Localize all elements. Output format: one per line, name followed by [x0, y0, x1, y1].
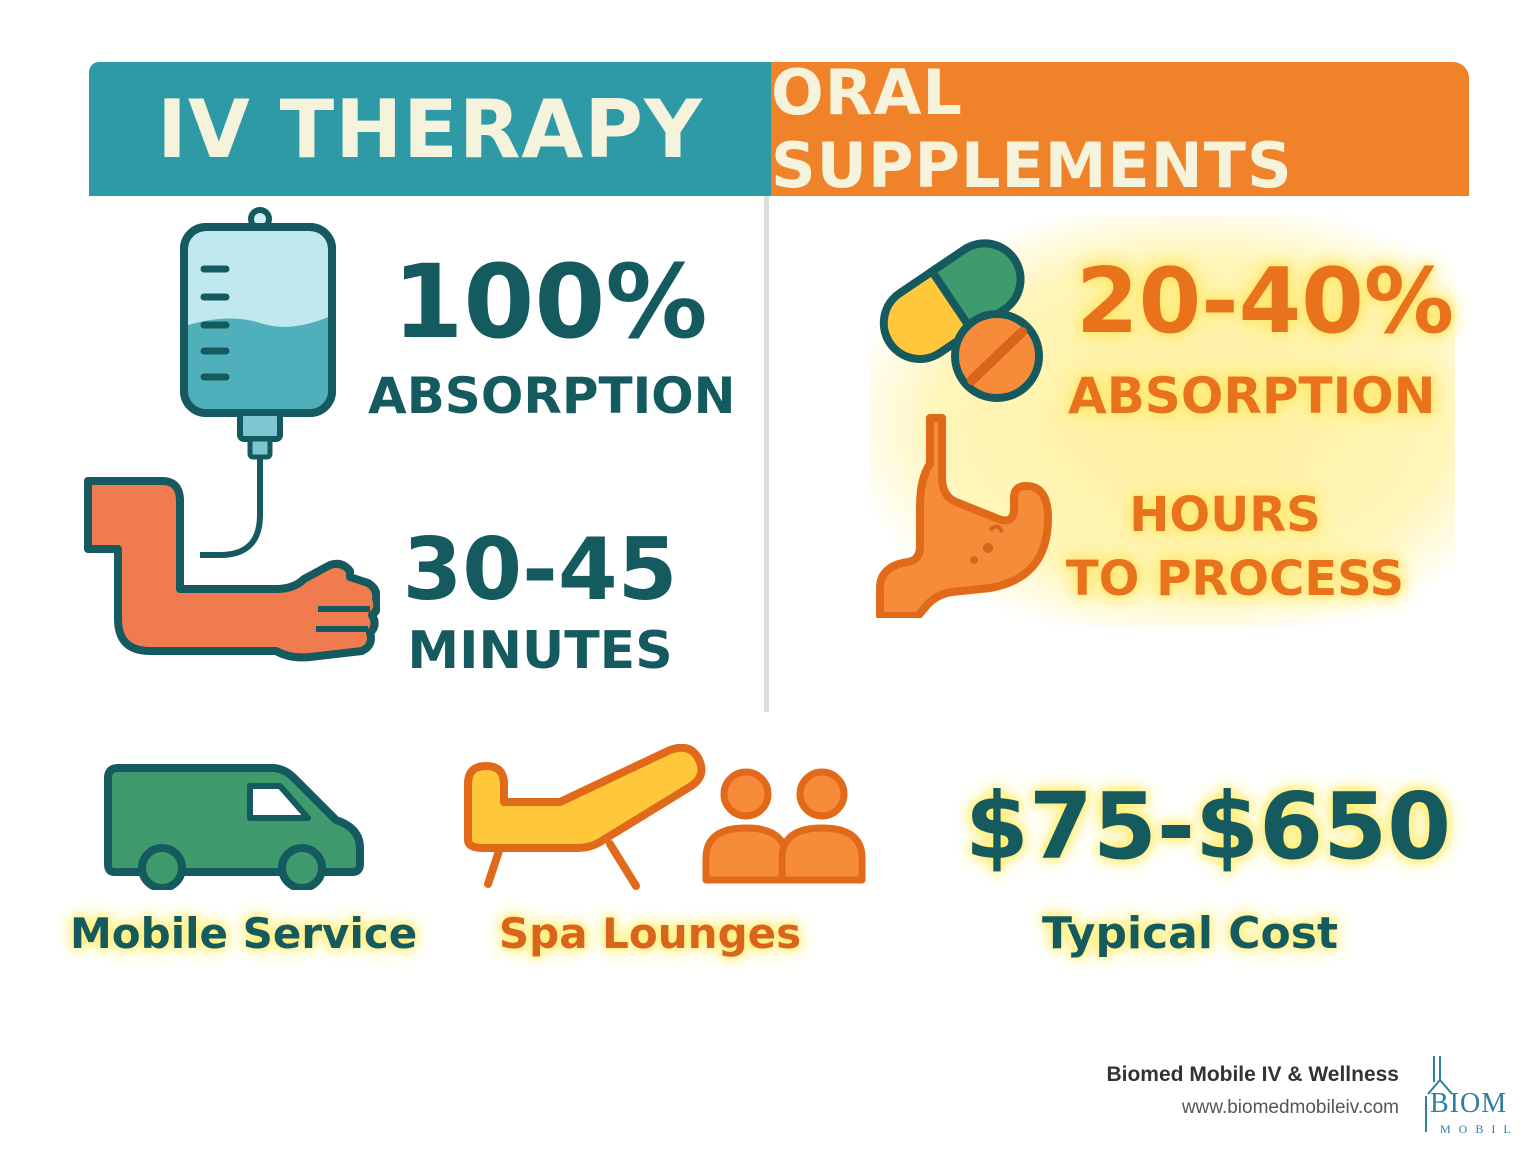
logo-text-top: BIOM	[1430, 1088, 1508, 1119]
oral-supplements-header: ORAL SUPPLEMENTS	[771, 56, 1469, 202]
logo-icon: BIOM MOBIL	[1420, 1050, 1530, 1140]
oral-process-line1: HOURS	[1129, 487, 1321, 543]
cost-value: $75-$650	[964, 773, 1452, 880]
capsule-icon	[879, 239, 1025, 364]
lounge-chair-icon	[464, 744, 706, 890]
oral-process-line2: TO PROCESS	[1065, 551, 1405, 607]
mobile-service-label: Mobile Service	[70, 909, 418, 958]
spa-lounges-label: Spa Lounges	[498, 909, 802, 958]
company-url[interactable]: www.biomedmobileiv.com	[1181, 1097, 1399, 1118]
stomach-icon	[876, 414, 1052, 618]
column-divider	[764, 196, 769, 712]
oral-absorption-value: 20-40%	[1075, 249, 1455, 354]
iv-bag-icon	[180, 207, 336, 558]
iv-absorption-label: ABSORPTION	[368, 367, 736, 425]
iv-absorption-value: 100%	[392, 243, 708, 362]
logo-text-bottom: MOBIL	[1440, 1122, 1519, 1136]
spa-illustration	[464, 744, 866, 890]
arm-icon	[84, 477, 380, 662]
van-icon	[104, 764, 364, 890]
iv-therapy-header: IV THERAPY	[89, 62, 771, 196]
tablet-icon	[951, 310, 1043, 402]
iv-therapy-title: IV THERAPY	[157, 82, 703, 176]
oral-illustration	[876, 239, 1052, 618]
company-name: Biomed Mobile IV & Wellness	[1106, 1063, 1399, 1086]
oral-absorption-label: ABSORPTION	[1068, 367, 1436, 425]
iv-duration-value: 30-45	[402, 520, 678, 620]
iv-duration-label: MINUTES	[407, 621, 673, 681]
people-icon	[702, 768, 866, 884]
iv-drip-illustration	[84, 207, 380, 662]
cost-label: Typical Cost	[1042, 908, 1338, 959]
oral-supplements-title: ORAL SUPPLEMENTS	[771, 56, 1293, 202]
